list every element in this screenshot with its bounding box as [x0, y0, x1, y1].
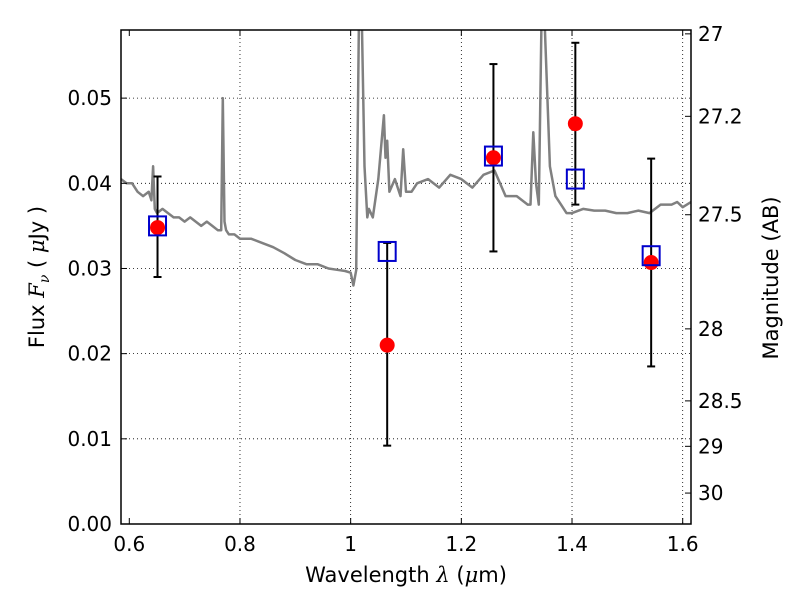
model-flux-box: [148, 215, 168, 237]
y-tick-labels: 0.00 0.01 0.02 0.03 0.04 0.05: [67, 86, 112, 536]
magnitude-tick-labels: 27 27.2 27.5 28 28.5 29 30: [698, 22, 743, 505]
magnitude-tick-label: 28.5: [698, 389, 743, 413]
magnitude-tick-label: 27: [698, 22, 723, 46]
plot-frame: [120, 29, 692, 525]
x-axis-label: Wavelength λ (μm): [305, 563, 507, 587]
spectrum-layer: [121, 30, 691, 287]
model-flux-box: [377, 240, 397, 262]
magnitude-tick-label: 29: [698, 434, 723, 458]
x-tick-label: 1.6: [667, 532, 699, 556]
model-flux-box: [641, 245, 661, 267]
model-flux-box: [565, 168, 585, 190]
axis-ticks: [121, 30, 691, 525]
model-flux-box: [483, 145, 503, 167]
x-tick-label: 0.8: [224, 532, 256, 556]
y-tick-label: 0.00: [67, 512, 112, 536]
y-tick-label: 0.05: [67, 86, 112, 110]
magnitude-axis-label: Magnitude (AB): [759, 196, 783, 359]
magnitude-tick-label: 30: [698, 481, 723, 505]
observed-flux-point: [643, 255, 659, 271]
x-tick-label: 1.4: [556, 532, 588, 556]
y-tick-label: 0.04: [67, 171, 112, 195]
observed-flux-point: [379, 337, 395, 353]
y-tick-label: 0.01: [67, 427, 112, 451]
spectrum-line: [121, 30, 691, 287]
magnitude-tick-label: 27.2: [698, 104, 743, 128]
x-tick-labels: 0.6 0.8 1 1.2 1.4 1.6: [113, 532, 698, 556]
magnitude-tick-label: 27.5: [698, 203, 743, 227]
y-tick-label: 0.02: [67, 342, 112, 366]
observed-flux-point: [150, 220, 166, 236]
observed-flux-point: [485, 150, 501, 166]
observed-flux-point: [567, 116, 583, 132]
x-tick-label: 0.6: [113, 532, 145, 556]
x-tick-label: 1: [344, 532, 357, 556]
y-axis-label: Flux Fν ( μJy ): [25, 206, 53, 348]
plot-background: [121, 30, 691, 524]
model-boxes-layer: [148, 145, 661, 267]
observed-points-layer: [150, 116, 659, 353]
y-tick-label: 0.03: [67, 256, 112, 280]
x-tick-label: 1.2: [445, 532, 477, 556]
magnitude-tick-label: 28: [698, 317, 723, 341]
